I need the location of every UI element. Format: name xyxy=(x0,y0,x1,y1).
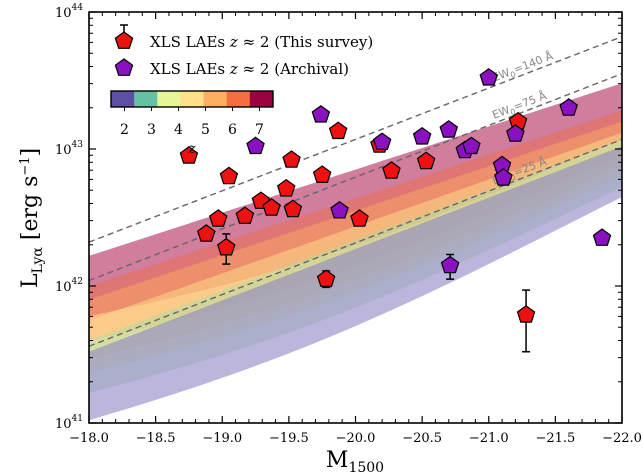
x-axis-title: M1500 xyxy=(326,448,384,474)
data-point xyxy=(246,136,265,155)
colorbar-frame xyxy=(110,90,274,108)
data-point xyxy=(276,178,296,197)
colorbar-segment xyxy=(249,91,274,107)
data-point xyxy=(462,136,481,155)
data-point xyxy=(311,105,331,123)
data-point xyxy=(262,198,281,216)
y-tick-label: 1042 xyxy=(55,277,83,295)
colorbar-tick-label: 5 xyxy=(201,122,210,138)
data-point xyxy=(283,199,303,218)
data-point xyxy=(316,269,336,287)
data-point xyxy=(312,165,332,183)
data-point xyxy=(412,126,432,145)
colorbar-segment xyxy=(157,91,181,107)
legend-label: XLS LAEs z ≈ 2 (This survey) xyxy=(150,33,373,51)
series-0 xyxy=(179,111,536,353)
data-point xyxy=(559,98,579,116)
data-point xyxy=(592,228,612,246)
data-point xyxy=(494,168,513,186)
y-tick-label: 1041 xyxy=(55,414,83,432)
data-point xyxy=(382,161,401,179)
data-point xyxy=(439,120,459,138)
x-tick-label: −20.0 xyxy=(336,431,376,446)
band-z2 xyxy=(89,146,622,421)
legend-marker xyxy=(114,58,134,76)
colorbar-segment xyxy=(203,91,228,107)
data-point xyxy=(479,68,499,86)
colorbar-tick-label: 2 xyxy=(120,122,129,138)
colorbar-tick-label: 6 xyxy=(228,122,237,138)
legend: XLS LAEs z ≈ 2 (This survey) XLS LAEs z ≈… xyxy=(114,24,373,78)
ew-line-0 xyxy=(89,36,622,243)
colorbar-tick-label: 7 xyxy=(255,122,264,138)
colorbar: 2 3 4 5 6 7 z xyxy=(110,90,274,157)
data-point xyxy=(235,206,255,224)
data-point xyxy=(282,150,301,168)
colorbar-segment xyxy=(180,91,205,107)
colorbar-segment xyxy=(134,91,158,107)
x-tick-label: −19.0 xyxy=(202,431,242,446)
y-tick-label: 1044 xyxy=(55,3,83,21)
data-point xyxy=(416,151,436,170)
axis-ticks: −18.0 −18.5 −19.0 −19.5 −20.0 −20.5 −21.0 −21.5… xyxy=(55,3,642,446)
colorbar-title: z xyxy=(187,141,196,157)
y-axis-title: LLyα [erg s−1] xyxy=(18,148,46,288)
data-point xyxy=(219,166,239,185)
data-point xyxy=(440,255,460,274)
x-tick-label: −22.0 xyxy=(602,431,642,446)
legend-marker xyxy=(114,31,134,49)
x-tick-label: −18.5 xyxy=(136,431,176,446)
x-tick-label: −19.5 xyxy=(269,431,309,446)
x-tick-label: −21.0 xyxy=(469,431,509,446)
data-point xyxy=(196,224,216,242)
model-bands xyxy=(89,83,622,421)
colorbar-tick-label: 4 xyxy=(174,122,183,138)
x-tick-label: −20.5 xyxy=(402,431,442,446)
series-1 xyxy=(246,68,612,280)
data-point xyxy=(216,237,236,256)
ew-label-0: EW0=140 Å xyxy=(490,49,556,86)
data-point xyxy=(328,121,348,140)
data-point xyxy=(516,305,536,323)
colorbar-segment xyxy=(111,91,135,107)
x-tick-label: −18.0 xyxy=(69,431,109,446)
ew-line-1 xyxy=(89,72,622,282)
data-point xyxy=(330,200,349,219)
y-tick-label: 1043 xyxy=(55,140,83,158)
data-points xyxy=(179,68,612,353)
data-point xyxy=(506,124,525,142)
data-point xyxy=(208,209,228,227)
data-point xyxy=(350,209,369,227)
ew-line-2 xyxy=(89,138,622,347)
colorbar-segment xyxy=(226,91,251,107)
data-point xyxy=(179,146,199,164)
legend-label: XLS LAEs z ≈ 2 (Archival) xyxy=(150,60,349,78)
x-tick-label: −21.5 xyxy=(535,431,575,446)
colorbar-tick-label: 3 xyxy=(147,122,156,138)
band-z7 xyxy=(89,83,622,317)
data-point xyxy=(372,132,392,150)
